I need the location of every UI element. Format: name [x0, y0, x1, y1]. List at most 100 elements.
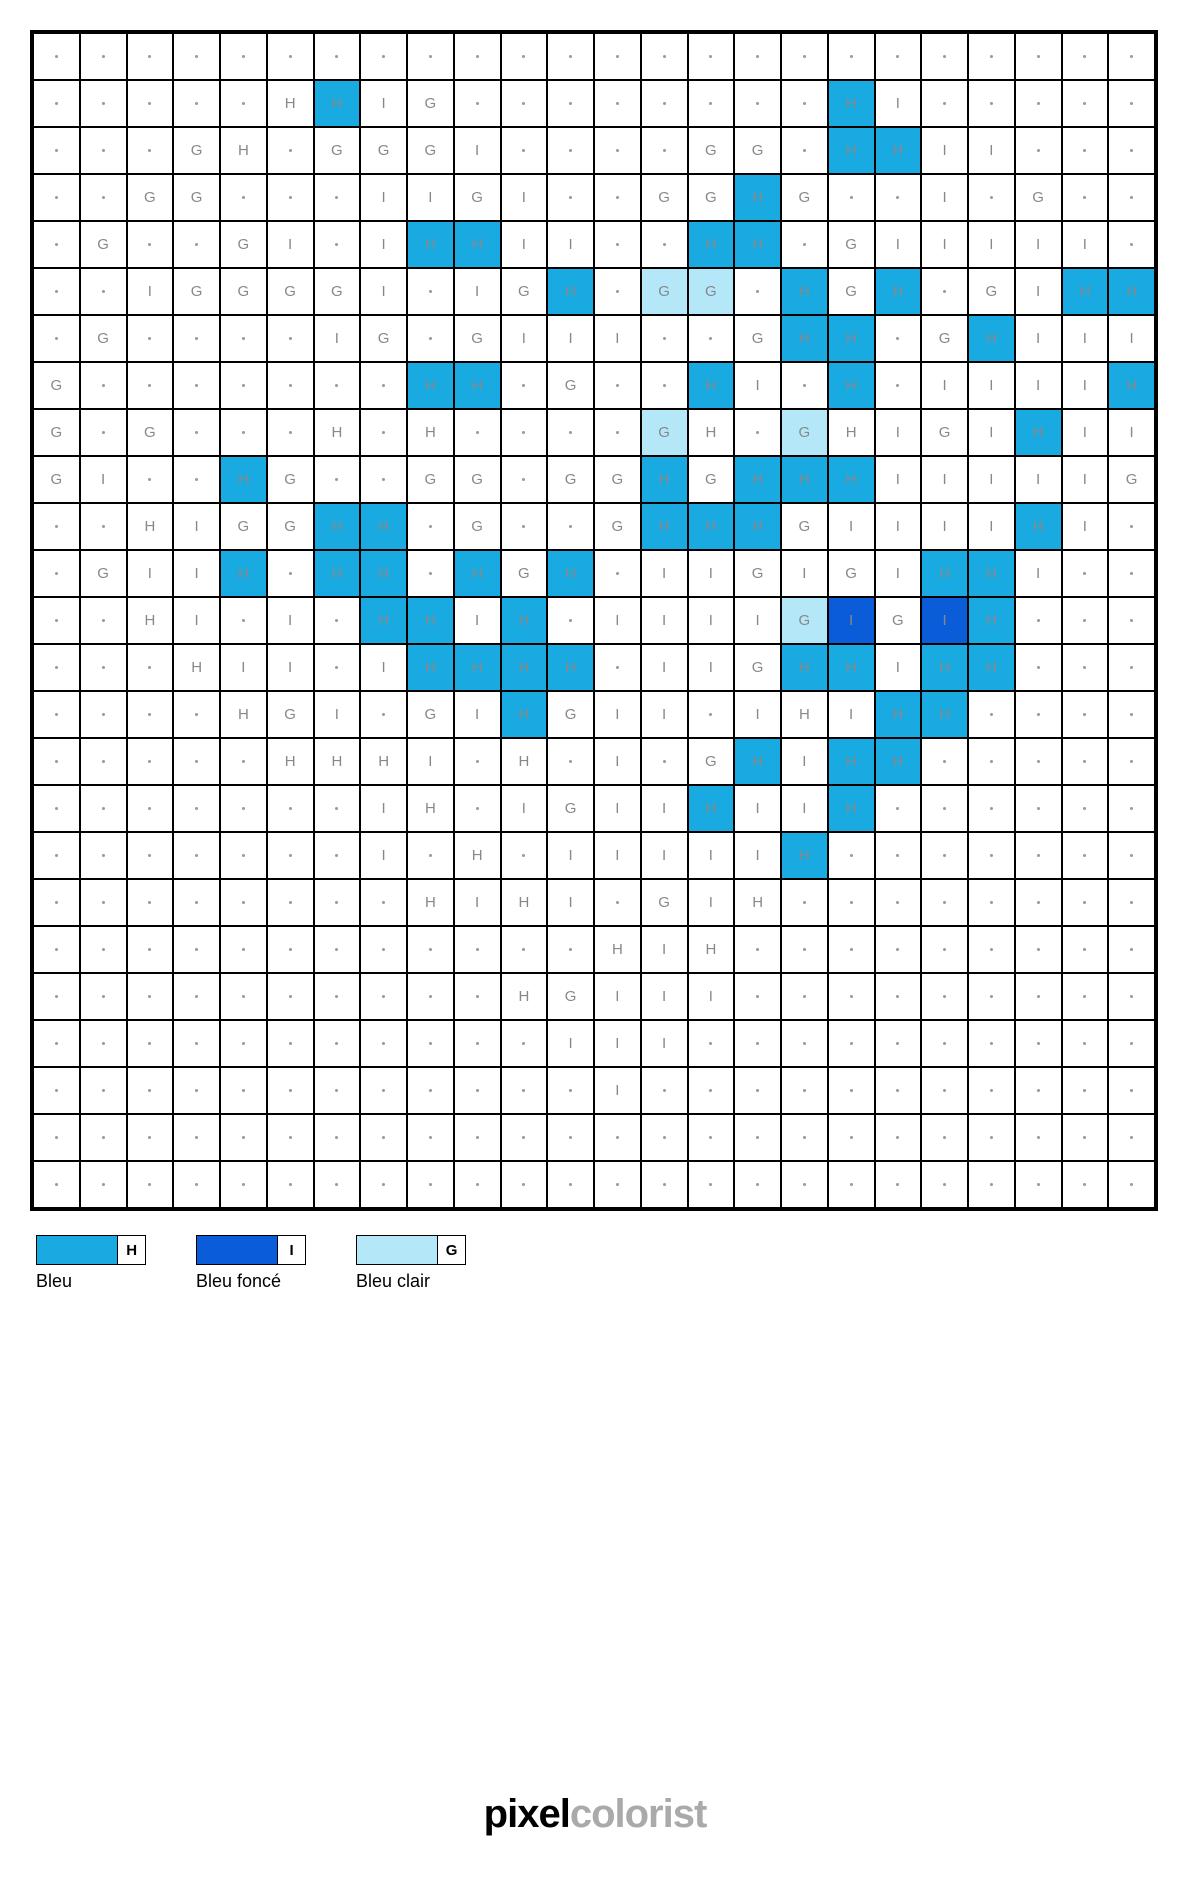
grid-cell: G [267, 691, 314, 738]
grid-cell [594, 362, 641, 409]
grid-cell: G [921, 409, 968, 456]
grid-cell [1062, 926, 1109, 973]
grid-cell: I [968, 127, 1015, 174]
grid-cell: H [454, 362, 501, 409]
grid-cell: G [641, 879, 688, 926]
grid-cell: H [875, 268, 922, 315]
grid-cell: I [875, 456, 922, 503]
grid-cell: G [688, 738, 735, 785]
grid-cell [501, 362, 548, 409]
grid-cell [828, 926, 875, 973]
grid-cell: I [734, 785, 781, 832]
legend-item: IBleu foncé [196, 1235, 306, 1292]
grid-cell [875, 926, 922, 973]
legend-color [37, 1236, 117, 1264]
grid-cell [33, 738, 80, 785]
grid-cell: G [641, 174, 688, 221]
grid-cell [173, 1114, 220, 1161]
grid-cell [267, 1161, 314, 1208]
grid-cell: H [407, 785, 454, 832]
grid-cell: G [360, 315, 407, 362]
grid-cell [127, 691, 174, 738]
grid-cell [547, 926, 594, 973]
grid-cell [360, 1161, 407, 1208]
grid-cell [1015, 597, 1062, 644]
grid-cell: G [33, 456, 80, 503]
grid-cell [921, 832, 968, 879]
grid-cell [173, 832, 220, 879]
grid-cell: H [781, 832, 828, 879]
grid-cell: G [781, 597, 828, 644]
grid-cell: G [127, 174, 174, 221]
grid-cell [921, 80, 968, 127]
grid-cell [501, 1161, 548, 1208]
grid-cell: I [501, 174, 548, 221]
grid-cell: I [454, 691, 501, 738]
grid-cell [1015, 33, 1062, 80]
grid-cell: H [173, 644, 220, 691]
grid-cell [360, 691, 407, 738]
grid-cell: G [127, 409, 174, 456]
grid-cell [547, 1114, 594, 1161]
grid-cell: G [547, 973, 594, 1020]
grid-cell: I [875, 409, 922, 456]
grid-cell [1015, 1161, 1062, 1208]
grid-cell [968, 1020, 1015, 1067]
grid-cell: I [360, 174, 407, 221]
grid-cell: I [501, 785, 548, 832]
grid-cell [501, 832, 548, 879]
grid-cell: I [314, 315, 361, 362]
grid-cell: H [407, 221, 454, 268]
grid-cell [314, 362, 361, 409]
grid-cell [127, 127, 174, 174]
grid-cell [33, 1020, 80, 1067]
grid-cell [454, 738, 501, 785]
grid-cell [594, 268, 641, 315]
grid-cell: I [921, 127, 968, 174]
grid-cell: I [921, 597, 968, 644]
grid-cell [547, 738, 594, 785]
grid-cell [781, 1020, 828, 1067]
grid-cell [127, 738, 174, 785]
grid-cell: I [594, 315, 641, 362]
grid-cell: I [80, 456, 127, 503]
grid-cell [641, 1161, 688, 1208]
grid-cell [594, 550, 641, 597]
grid-cell [33, 503, 80, 550]
grid-cell: I [1108, 409, 1155, 456]
grid-cell [1062, 127, 1109, 174]
grid-cell [407, 1161, 454, 1208]
grid-cell [875, 315, 922, 362]
grid-cell [80, 362, 127, 409]
grid-cell: I [594, 1020, 641, 1067]
grid-cell [641, 362, 688, 409]
legend-letter: I [277, 1236, 305, 1264]
grid-cell: I [594, 785, 641, 832]
logo-part2: colorist [570, 1792, 706, 1836]
grid-cell [781, 127, 828, 174]
grid-cell [688, 1067, 735, 1114]
grid-cell: G [220, 268, 267, 315]
grid-cell [80, 268, 127, 315]
grid-cell [1108, 973, 1155, 1020]
grid-cell: I [547, 315, 594, 362]
grid-cell [1062, 973, 1109, 1020]
grid-cell [1015, 738, 1062, 785]
grid-cell [314, 832, 361, 879]
grid-cell: H [828, 456, 875, 503]
grid-cell: G [547, 456, 594, 503]
grid-cell [547, 597, 594, 644]
grid-cell: H [501, 644, 548, 691]
grid-cell: G [688, 268, 735, 315]
grid-cell: I [220, 644, 267, 691]
grid-cell [1108, 597, 1155, 644]
grid-cell: H [968, 644, 1015, 691]
grid-cell [220, 832, 267, 879]
grid-cell [314, 1114, 361, 1161]
grid-cell [921, 1114, 968, 1161]
grid-cell: H [688, 503, 735, 550]
grid-cell [688, 1114, 735, 1161]
grid-cell: H [641, 456, 688, 503]
grid-cell: H [921, 644, 968, 691]
grid-cell [968, 1114, 1015, 1161]
